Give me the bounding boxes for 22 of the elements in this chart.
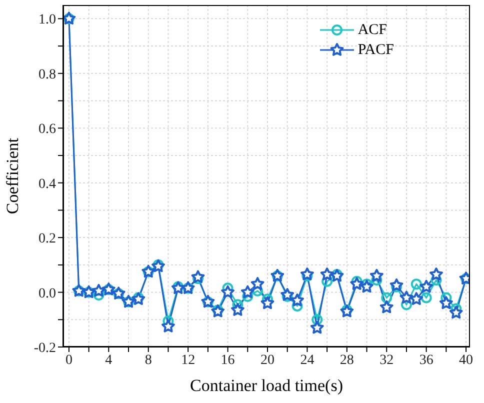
y-tick-label: 0.8 xyxy=(38,67,56,82)
x-tick-label: 16 xyxy=(220,352,235,368)
y-tick-label: -0.2 xyxy=(34,340,56,356)
x-tick-label: 0 xyxy=(65,352,72,368)
y-tick-label: 0.6 xyxy=(38,122,56,138)
x-tick-label: 32 xyxy=(380,352,394,368)
x-axis-title: Container load time(s) xyxy=(190,376,343,395)
legend-label: PACF xyxy=(358,42,394,58)
x-tick-label: 24 xyxy=(300,352,314,368)
x-tick-label: 40 xyxy=(459,352,474,368)
y-tick-label: 0.4 xyxy=(38,176,56,192)
x-tick-label: 4 xyxy=(105,352,112,368)
x-tick-label: 20 xyxy=(260,352,274,368)
y-tick-label: 1.0 xyxy=(38,12,56,28)
x-tick-label: 12 xyxy=(181,352,196,368)
x-tick-label: 36 xyxy=(419,352,434,368)
x-tick-label: 8 xyxy=(144,352,152,368)
legend-label: ACF xyxy=(358,22,388,38)
y-axis-title: Coefficient xyxy=(3,138,22,214)
y-tick-label: 0.2 xyxy=(38,232,56,247)
x-tick-label: 28 xyxy=(340,352,354,368)
y-tick-label: 0.0 xyxy=(38,286,56,302)
